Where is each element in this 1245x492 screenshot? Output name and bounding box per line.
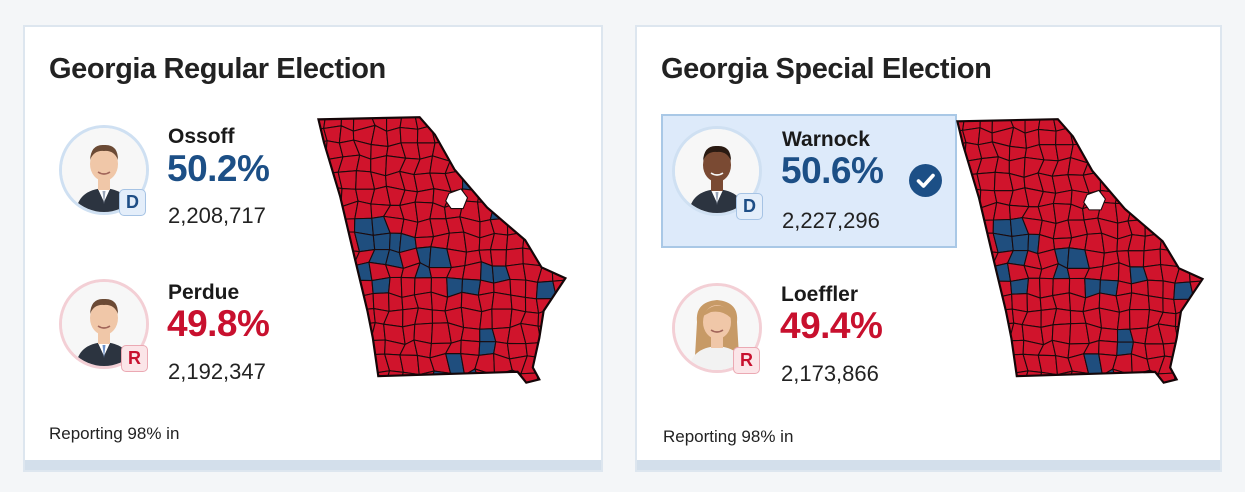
candidate-name: Ossoff xyxy=(168,125,235,148)
avatar xyxy=(59,125,149,215)
race-card-special[interactable]: Georgia Special Election D Warnock 50.6%… xyxy=(635,25,1222,472)
vote-percentage: 49.4% xyxy=(780,305,883,346)
georgia-county-map[interactable] xyxy=(313,115,585,387)
reporting-status: Reporting 98% in xyxy=(663,427,794,446)
candidate-perdue[interactable]: R Perdue 49.8% 2,192,347 xyxy=(49,271,289,391)
candidate-warnock[interactable]: D Warnock 50.6% 2,227,296 xyxy=(661,114,957,248)
vote-count: 2,192,347 xyxy=(168,359,266,384)
party-badge: R xyxy=(733,347,760,374)
race-card-regular[interactable]: Georgia Regular Election D Ossoff 50.2% … xyxy=(23,25,603,472)
vote-count: 2,208,717 xyxy=(168,203,266,228)
card-footer-bar xyxy=(25,460,601,470)
candidate-name: Loeffler xyxy=(781,283,859,306)
vote-percentage: 50.2% xyxy=(167,148,270,189)
candidate-name: Warnock xyxy=(782,128,870,151)
race-title: Georgia Regular Election xyxy=(49,53,386,85)
candidate-loeffler[interactable]: R Loeffler 49.4% 2,173,866 xyxy=(661,277,921,397)
candidate-ossoff[interactable]: D Ossoff 50.2% 2,208,717 xyxy=(49,117,289,237)
vote-count: 2,227,296 xyxy=(782,208,880,233)
party-badge: D xyxy=(736,193,763,220)
vote-percentage: 50.6% xyxy=(781,150,884,191)
party-badge: D xyxy=(119,189,146,216)
card-footer-bar xyxy=(637,460,1220,470)
vote-count: 2,173,866 xyxy=(781,361,879,386)
check-circle-icon xyxy=(909,164,942,197)
candidate-name: Perdue xyxy=(168,281,240,304)
reporting-status: Reporting 98% in xyxy=(49,424,180,443)
race-title: Georgia Special Election xyxy=(661,53,992,85)
party-badge: R xyxy=(121,345,148,372)
vote-percentage: 49.8% xyxy=(167,303,270,344)
georgia-county-map[interactable] xyxy=(952,117,1222,387)
